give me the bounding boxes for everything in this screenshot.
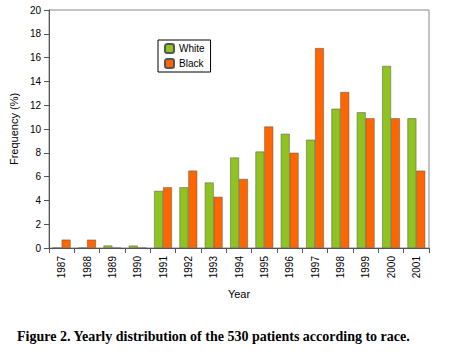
svg-text:1989: 1989 bbox=[107, 256, 118, 279]
svg-text:Figure 2. Yearly distribution: Figure 2. Yearly distribution of the 530… bbox=[17, 329, 410, 344]
svg-text:12: 12 bbox=[30, 100, 42, 111]
svg-text:1987: 1987 bbox=[56, 256, 67, 279]
svg-text:0: 0 bbox=[35, 243, 41, 254]
svg-text:2001: 2001 bbox=[411, 256, 422, 279]
svg-text:2000: 2000 bbox=[386, 256, 397, 279]
svg-text:18: 18 bbox=[30, 28, 42, 39]
svg-text:1998: 1998 bbox=[335, 256, 346, 279]
svg-text:6: 6 bbox=[35, 171, 41, 182]
svg-text:10: 10 bbox=[30, 124, 42, 135]
svg-text:1997: 1997 bbox=[310, 256, 321, 279]
svg-text:1996: 1996 bbox=[284, 256, 295, 279]
svg-text:16: 16 bbox=[30, 52, 42, 63]
svg-text:14: 14 bbox=[30, 76, 42, 87]
svg-text:1988: 1988 bbox=[82, 256, 93, 279]
svg-text:1999: 1999 bbox=[360, 256, 371, 279]
svg-text:8: 8 bbox=[35, 147, 41, 158]
svg-text:1995: 1995 bbox=[259, 256, 270, 279]
svg-text:1993: 1993 bbox=[208, 256, 219, 279]
svg-text:White: White bbox=[179, 43, 205, 54]
svg-text:Frequency (%): Frequency (%) bbox=[8, 93, 20, 165]
svg-text:1991: 1991 bbox=[158, 256, 169, 279]
svg-text:1990: 1990 bbox=[132, 256, 143, 279]
svg-text:1992: 1992 bbox=[183, 256, 194, 279]
svg-text:4: 4 bbox=[35, 195, 41, 206]
svg-text:20: 20 bbox=[30, 5, 42, 16]
svg-text:Year: Year bbox=[228, 288, 251, 300]
svg-text:1994: 1994 bbox=[234, 256, 245, 279]
svg-text:2: 2 bbox=[35, 219, 41, 230]
svg-text:Black: Black bbox=[179, 58, 204, 69]
